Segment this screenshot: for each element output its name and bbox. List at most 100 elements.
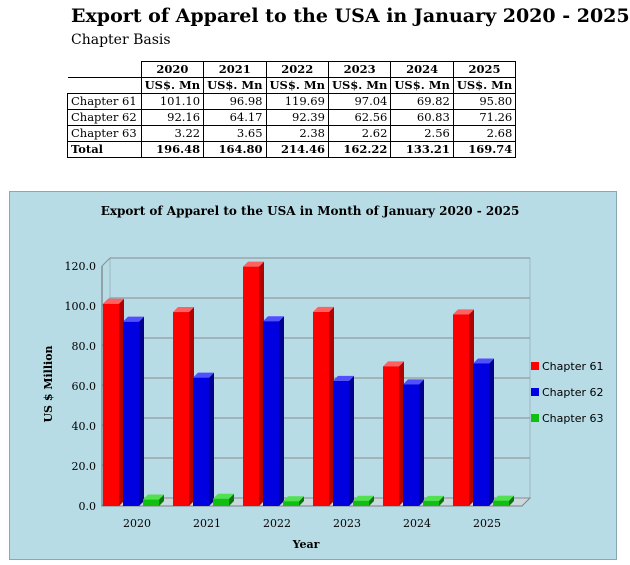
row-label: Chapter 61 xyxy=(67,93,142,110)
bar-top xyxy=(263,316,284,322)
table-row: Chapter 61 101.10 96.98 119.69 97.04 69.… xyxy=(67,93,517,110)
bar-chapter-62 xyxy=(263,316,284,506)
bar-top xyxy=(403,379,424,385)
page-subtitle: Chapter Basis xyxy=(71,32,171,48)
bar-chapter-63 xyxy=(143,494,164,506)
bar-front xyxy=(123,321,139,506)
table-cell: 164.80 xyxy=(203,141,267,158)
table-cell: 71.26 xyxy=(452,109,517,126)
bar-top xyxy=(193,372,214,378)
page-title: Export of Apparel to the USA in January … xyxy=(71,5,630,27)
bar-top xyxy=(353,495,374,501)
bar-chapter-63 xyxy=(283,496,304,506)
bar-top xyxy=(453,309,474,315)
bar-side xyxy=(509,495,514,506)
bar-top xyxy=(243,261,264,267)
table-cell: 2.62 xyxy=(327,125,392,142)
bar-front xyxy=(493,500,509,506)
table-cell: 64.17 xyxy=(203,109,267,126)
bar-chapter-61 xyxy=(173,307,194,506)
x-tick-label: 2020 xyxy=(123,517,151,530)
table-unit-header: US$. Mn xyxy=(452,77,517,94)
bar-top xyxy=(423,495,444,501)
table-cell: 3.65 xyxy=(203,125,267,142)
x-tick-label: 2024 xyxy=(403,517,431,530)
bar-front xyxy=(143,499,159,506)
bar-front xyxy=(243,266,259,506)
table-unit-header: US$. Mn xyxy=(327,77,392,94)
legend-swatch xyxy=(531,388,539,396)
bar-front xyxy=(383,366,399,506)
bar-side xyxy=(139,316,144,506)
y-tick-label: 120.0 xyxy=(65,260,97,273)
bar-side xyxy=(469,309,474,506)
bar-chapter-62 xyxy=(193,372,214,506)
table-corner xyxy=(67,61,142,78)
bar-top xyxy=(143,494,164,500)
legend-label: Chapter 62 xyxy=(542,386,603,399)
bar-side xyxy=(329,306,334,506)
row-label: Total xyxy=(67,141,142,158)
bar-front xyxy=(473,363,489,506)
bar-side xyxy=(229,493,234,506)
y-tick-label: 40.0 xyxy=(72,420,97,433)
bar-side xyxy=(369,495,374,506)
bar-top xyxy=(213,493,234,499)
table-cell: 2.56 xyxy=(390,125,454,142)
bar-chapter-61 xyxy=(313,306,334,506)
bar-front xyxy=(173,312,189,506)
bar-side xyxy=(299,496,304,506)
bar-side xyxy=(489,358,494,506)
bar-front xyxy=(213,498,229,506)
chart-container: Export of Apparel to the USA in Month of… xyxy=(9,191,617,560)
chart-title: Export of Apparel to the USA in Month of… xyxy=(101,204,520,218)
chart-legend: Chapter 61 Chapter 62 Chapter 63 xyxy=(531,360,603,425)
y-tick-label: 0.0 xyxy=(79,500,97,513)
bar-front xyxy=(333,380,349,506)
x-tick-label: 2022 xyxy=(263,517,291,530)
table-unit-header: US$. Mn xyxy=(140,77,205,94)
table-year-header: 2024 xyxy=(390,61,454,78)
table-year-header: 2025 xyxy=(452,61,517,78)
y-axis-label: US $ Million xyxy=(42,345,55,422)
legend-swatch xyxy=(531,414,539,422)
bar-side xyxy=(189,307,194,506)
row-label: Chapter 63 xyxy=(67,125,142,142)
x-axis-label: Year xyxy=(292,538,320,551)
gridline-depth xyxy=(101,257,111,267)
bar-top xyxy=(103,298,124,304)
table-cell: 92.39 xyxy=(265,109,329,126)
y-tick-label: 20.0 xyxy=(72,460,97,473)
bar-side xyxy=(119,298,124,506)
export-table: 2020 2021 2022 2023 2024 2025 US$. Mn US… xyxy=(67,61,517,158)
bar-chapter-62 xyxy=(403,379,424,506)
table-cell: 101.10 xyxy=(140,93,205,110)
table-unit-header: US$. Mn xyxy=(265,77,329,94)
table-year-header: 2021 xyxy=(203,61,267,78)
bar-top xyxy=(313,306,334,312)
table-row: Chapter 62 92.16 64.17 92.39 62.56 60.83… xyxy=(67,109,517,126)
table-cell: 119.69 xyxy=(265,93,329,110)
table-total-row: Total 196.48 164.80 214.46 162.22 133.21… xyxy=(67,141,517,158)
table-cell: 60.83 xyxy=(390,109,454,126)
table-cell: 2.38 xyxy=(265,125,329,142)
bar-top xyxy=(383,361,404,367)
bar-top xyxy=(283,496,304,502)
bar-chapter-61 xyxy=(383,361,404,506)
table-header-unit-row: US$. Mn US$. Mn US$. Mn US$. Mn US$. Mn … xyxy=(67,77,517,94)
y-tick-label: 100.0 xyxy=(65,300,97,313)
bar-top xyxy=(173,307,194,313)
bar-top xyxy=(473,358,494,364)
table-cell: 3.22 xyxy=(140,125,205,142)
table-cell: 69.82 xyxy=(390,93,454,110)
bar-side xyxy=(159,494,164,506)
table-cell: 162.22 xyxy=(327,141,392,158)
legend-label: Chapter 63 xyxy=(542,412,603,425)
bar-front xyxy=(103,303,119,506)
x-tick-label: 2023 xyxy=(333,517,361,530)
bar-side xyxy=(419,379,424,506)
bar-chart: Export of Apparel to the USA in Month of… xyxy=(42,204,603,551)
legend-label: Chapter 61 xyxy=(542,360,603,373)
table-cell: 95.80 xyxy=(452,93,517,110)
y-tick-label: 80.0 xyxy=(72,340,97,353)
